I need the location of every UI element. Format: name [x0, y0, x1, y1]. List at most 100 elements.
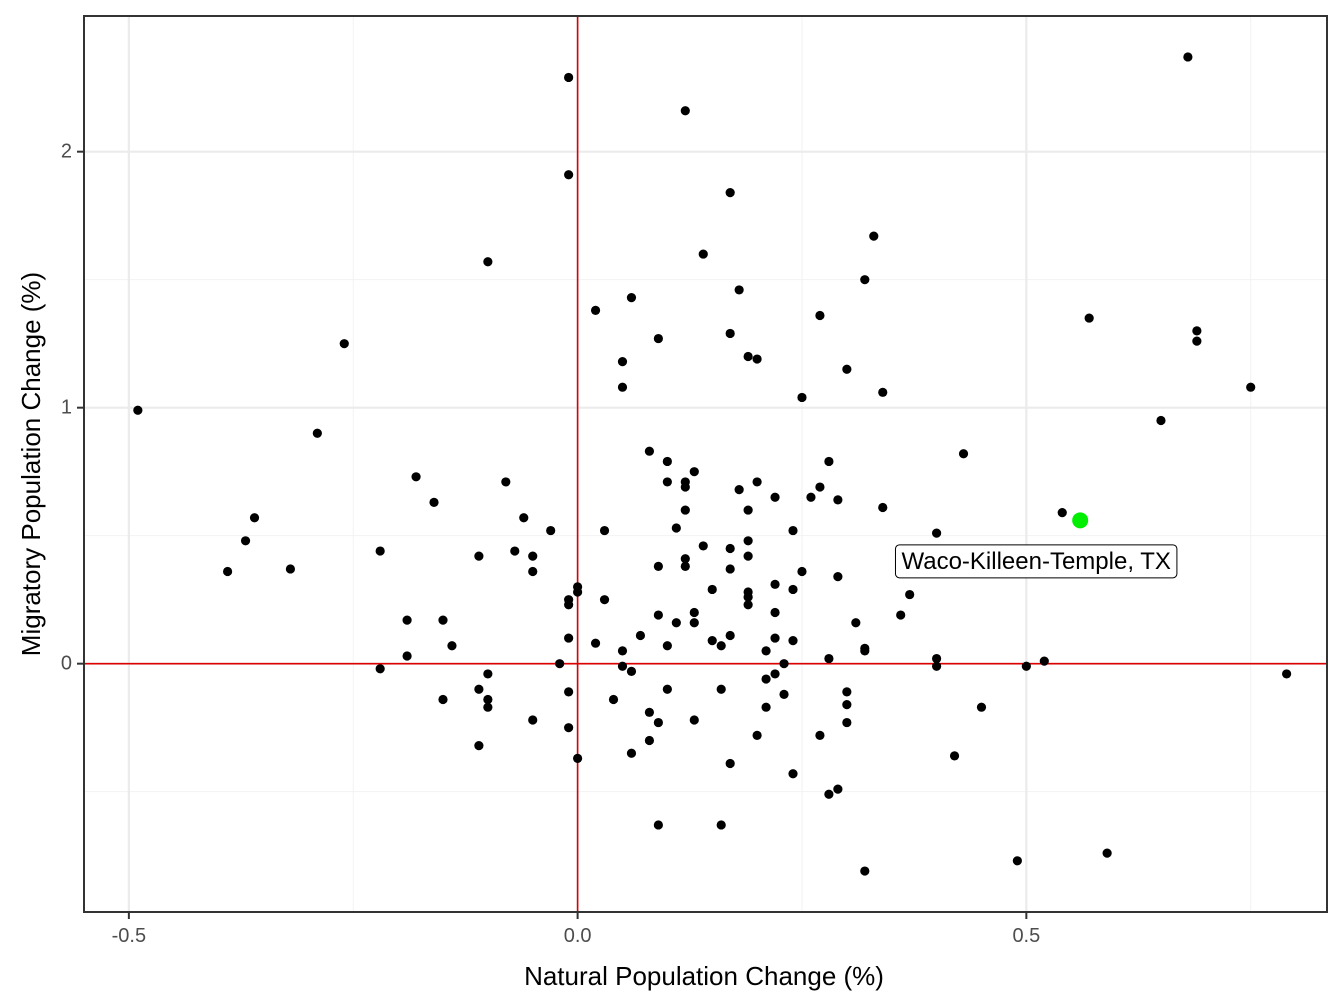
data-point	[707, 636, 717, 646]
data-point	[743, 592, 753, 602]
data-point	[797, 392, 807, 403]
data-point	[680, 482, 690, 492]
data-point	[761, 646, 771, 656]
data-point	[528, 566, 538, 577]
data-point	[1282, 669, 1292, 679]
data-point	[752, 477, 762, 487]
panel-border	[83, 15, 1328, 913]
y-tick-label: 2	[61, 141, 72, 163]
highlight-point	[1072, 512, 1089, 529]
data-point	[788, 769, 798, 779]
data-point	[1246, 382, 1256, 392]
data-point	[662, 684, 672, 694]
data-point	[689, 467, 699, 477]
data-point	[869, 231, 879, 241]
data-point	[626, 293, 637, 303]
data-point	[240, 536, 251, 546]
data-point	[680, 561, 690, 572]
data-point	[833, 784, 843, 794]
data-point	[770, 492, 780, 502]
data-point	[976, 702, 987, 712]
data-point	[546, 525, 556, 536]
data-point	[573, 587, 583, 597]
data-point	[1012, 856, 1022, 866]
data-point	[474, 741, 484, 751]
data-point	[896, 610, 906, 620]
data-point	[931, 653, 942, 664]
data-point	[779, 689, 789, 700]
data-point	[680, 106, 690, 116]
data-point	[725, 564, 735, 574]
data-point	[842, 700, 852, 710]
data-point	[707, 584, 717, 595]
data-point	[860, 646, 870, 656]
data-point	[671, 523, 681, 533]
data-point	[752, 730, 762, 740]
data-point	[1102, 848, 1112, 858]
data-point	[725, 630, 735, 641]
y-tick-label: 1	[61, 397, 72, 419]
data-point	[662, 456, 672, 467]
data-point	[698, 541, 708, 551]
data-point	[761, 702, 771, 712]
data-point	[725, 188, 735, 198]
data-point	[249, 513, 260, 523]
data-point	[1057, 508, 1067, 518]
data-point	[716, 820, 726, 830]
data-point	[617, 357, 628, 367]
data-point	[312, 428, 322, 438]
data-point	[734, 285, 744, 295]
data-point	[644, 707, 655, 717]
data-point	[599, 525, 610, 536]
data-point	[447, 641, 457, 651]
data-point	[770, 669, 780, 679]
data-point	[860, 866, 870, 876]
data-point	[716, 684, 726, 694]
data-point	[590, 305, 601, 315]
data-point	[429, 497, 439, 507]
data-point	[842, 364, 852, 374]
data-point	[949, 751, 960, 761]
data-point	[860, 275, 870, 285]
y-axis-title: Migratory Population Change (%)	[16, 272, 46, 656]
data-point	[662, 641, 672, 651]
data-point	[564, 600, 574, 610]
data-point	[770, 607, 780, 618]
data-point	[743, 351, 753, 362]
data-point	[761, 674, 771, 684]
y-tick-label: 0	[61, 653, 72, 675]
data-point	[653, 610, 663, 620]
data-point	[1039, 656, 1049, 666]
data-point	[788, 525, 798, 536]
data-point	[635, 630, 646, 641]
data-point	[617, 661, 628, 671]
data-point	[671, 618, 681, 628]
data-point	[555, 659, 565, 669]
data-point	[402, 615, 412, 625]
data-point	[878, 502, 888, 513]
data-point	[752, 354, 762, 364]
highlight-label: Waco-Killeen-Temple, TX	[901, 548, 1170, 575]
data-point	[510, 546, 520, 556]
data-point	[564, 723, 574, 733]
data-point	[653, 333, 663, 344]
data-point	[725, 328, 735, 339]
data-point	[599, 595, 610, 605]
data-point	[617, 382, 628, 392]
data-point	[878, 387, 888, 397]
data-point	[743, 536, 753, 546]
x-tick-label: 0.5	[1012, 925, 1040, 947]
data-point	[339, 339, 349, 349]
data-point	[680, 505, 690, 515]
x-axis: -0.5 0.0 0.5	[112, 912, 1040, 947]
data-point	[564, 633, 574, 643]
data-point	[931, 661, 942, 671]
x-tick-label: -0.5	[112, 925, 146, 947]
data-point	[474, 684, 484, 694]
data-point	[1021, 661, 1031, 671]
data-point	[788, 636, 798, 646]
data-point	[698, 249, 708, 259]
data-point	[653, 717, 663, 728]
data-point	[375, 664, 385, 674]
